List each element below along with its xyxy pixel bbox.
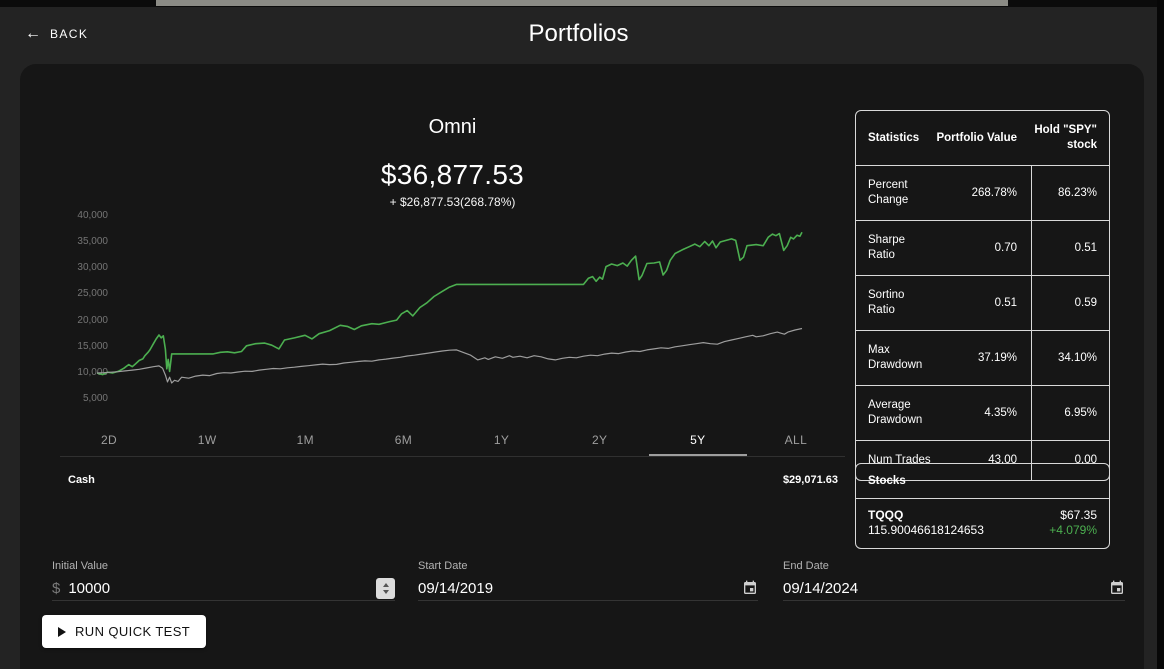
initial-value-field: Initial Value $ 10000 <box>52 560 395 601</box>
initial-value-label: Initial Value <box>52 560 109 572</box>
stats-row: Sortino Ratio 0.51 0.59 <box>856 275 1109 330</box>
stocks-card: Stocks TQQQ $67.35 115.90046618124653 +4… <box>855 463 1110 549</box>
stats-cell-portfolio: 4.35% <box>984 406 1017 419</box>
stats-cell-portfolio: 268.78% <box>971 186 1017 199</box>
tab-1w[interactable]: 1W <box>197 433 217 447</box>
tab-2d[interactable]: 2D <box>100 433 118 447</box>
stats-table-body: Percent Change 268.78% 86.23% Sharpe Ratio 0… <box>856 165 1109 480</box>
stocks-title: Stocks <box>856 464 1109 499</box>
stock-symbol: TQQQ <box>868 508 904 522</box>
scrollbar-track[interactable] <box>1157 0 1164 669</box>
play-icon <box>58 626 66 637</box>
y-axis-tick: 25,000 <box>77 288 108 300</box>
stats-row: Max Drawdown 37.19% 34.10% <box>856 330 1109 385</box>
end-date-text: 09/14/2024 <box>783 579 859 597</box>
stats-row: Percent Change 268.78% 86.23% <box>856 165 1109 220</box>
end-date-input[interactable]: 09/14/2024 <box>783 576 1125 601</box>
start-date-field: Start Date 09/14/2019 <box>418 560 758 601</box>
y-axis-tick: 15,000 <box>77 340 108 352</box>
portfolio-change: + $26,877.53(268.78%) <box>389 195 516 209</box>
start-date-text: 09/14/2019 <box>418 579 494 597</box>
cash-value: $29,071.63 <box>782 474 838 486</box>
y-axis-tick: 40,000 <box>77 209 108 221</box>
stats-cell-label: Max Drawdown <box>868 344 923 371</box>
portfolio-value: $36,877.53 <box>380 159 525 190</box>
window-top-strip-highlight <box>156 0 1008 6</box>
end-date-label: End Date <box>783 560 829 572</box>
stock-price: $67.35 <box>1060 508 1097 522</box>
stats-cell-spy: 6.95% <box>1031 386 1109 440</box>
stats-header-portfolio-value: Portfolio Value <box>936 131 1017 144</box>
tab-2y[interactable]: 2Y <box>591 433 608 447</box>
portfolio-card: Omni $36,877.53 + $26,877.53(268.78%) 40… <box>20 64 1144 669</box>
calendar-icon[interactable] <box>742 580 758 596</box>
portfolio-line <box>96 231 803 376</box>
cash-row: Cash $29,071.63 <box>68 474 838 486</box>
initial-value-text: 10000 <box>68 579 111 597</box>
stats-cell-portfolio: 37.19% <box>977 351 1017 364</box>
initial-value-input[interactable]: $ 10000 <box>52 576 395 601</box>
tab-all[interactable]: ALL <box>784 433 808 447</box>
y-axis-tick: 35,000 <box>77 236 108 247</box>
range-tabs: 2D 1W 1M 6M 1Y 2Y 5Y ALL <box>60 425 845 457</box>
stats-cell-label: Average Drawdown <box>868 399 923 426</box>
page-title: Portfolios <box>528 20 629 47</box>
stats-cell-label: Sortino Ratio <box>868 289 905 316</box>
portfolio-name: Omni <box>428 116 477 138</box>
end-date-field: End Date 09/14/2024 <box>783 560 1125 601</box>
tab-6m[interactable]: 6M <box>394 433 413 447</box>
calendar-icon[interactable] <box>1109 580 1125 596</box>
stock-shares: 115.90046618124653 <box>868 523 984 537</box>
back-arrow-icon: ← <box>25 25 41 42</box>
stats-cell-spy: 86.23% <box>1031 166 1109 220</box>
stepper-down-icon[interactable] <box>382 589 389 594</box>
tab-5y[interactable]: 5Y <box>649 425 747 456</box>
run-quick-test-button[interactable]: RUN QUICK TEST <box>42 615 207 648</box>
stepper-up-icon[interactable] <box>382 582 389 587</box>
stats-header-hold-spy: Hold "SPY" stock <box>1034 124 1097 151</box>
spy-line <box>96 327 803 384</box>
run-quick-test-label: RUN QUICK TEST <box>75 624 191 639</box>
stock-item[interactable]: TQQQ $67.35 115.90046618124653 +4.079% <box>856 499 1109 548</box>
stats-row: Average Drawdown 4.35% 6.95% <box>856 385 1109 440</box>
stats-table-header: Statistics Portfolio Value Hold "SPY" st… <box>856 111 1109 165</box>
number-stepper[interactable] <box>376 577 395 599</box>
back-button-label: BACK <box>50 27 89 41</box>
currency-prefix: $ <box>52 579 61 597</box>
y-axis-tick: 5,000 <box>82 393 108 405</box>
back-button[interactable]: ← BACK <box>25 26 88 42</box>
cash-label: Cash <box>68 474 95 486</box>
window-top-strip <box>0 0 1164 7</box>
stats-cell-portfolio: 0.51 <box>994 296 1017 309</box>
stats-cell-label: Sharpe Ratio <box>868 234 906 261</box>
stats-cell-spy: 34.10% <box>1031 331 1109 385</box>
y-axis-tick: 10,000 <box>77 367 108 378</box>
y-axis-tick: 30,000 <box>77 262 108 274</box>
stats-cell-label: Percent Change <box>868 179 909 206</box>
stats-header-statistics: Statistics <box>868 131 920 144</box>
tab-1m[interactable]: 1M <box>296 433 315 447</box>
performance-chart[interactable]: 40,000 35,000 30,000 25,000 20,000 15,000 10,0… <box>60 210 845 425</box>
start-date-input[interactable]: 09/14/2019 <box>418 576 758 601</box>
stats-row: Sharpe Ratio 0.70 0.51 <box>856 220 1109 275</box>
stats-cell-spy: 0.59 <box>1031 276 1109 330</box>
stock-change: +4.079% <box>1049 523 1097 537</box>
statistics-table: Statistics Portfolio Value Hold "SPY" st… <box>855 110 1110 481</box>
start-date-label: Start Date <box>418 560 468 572</box>
tab-1y[interactable]: 1Y <box>493 433 510 447</box>
portfolio-chart-svg <box>96 231 803 384</box>
y-axis-tick: 20,000 <box>77 314 108 326</box>
stats-cell-portfolio: 0.70 <box>994 241 1017 254</box>
stats-cell-spy: 0.51 <box>1031 221 1109 275</box>
